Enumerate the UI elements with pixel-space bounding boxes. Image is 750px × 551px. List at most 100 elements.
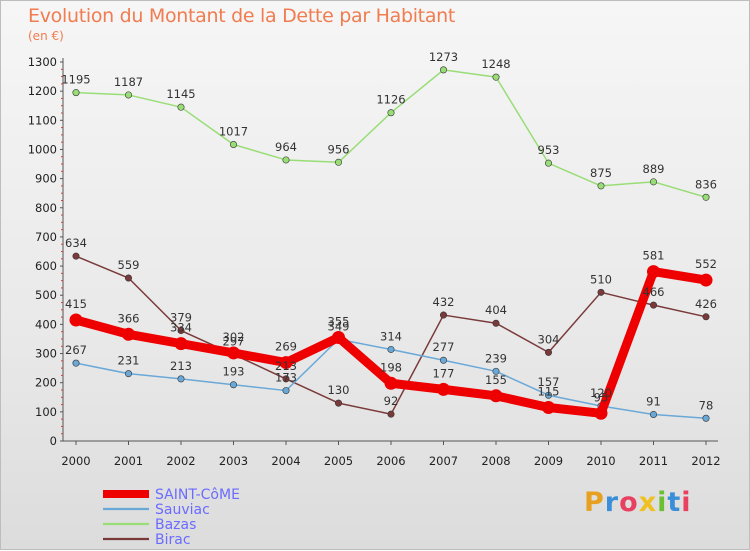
legend-label: Bazas [155,517,196,533]
data-label: 231 [118,354,140,368]
y-tick-label: 1300 [28,55,57,69]
data-point [125,370,133,378]
data-point [227,346,240,360]
data-label: 193 [223,365,245,379]
data-label: 1187 [114,75,143,89]
data-point [384,376,398,390]
data-label: 130 [328,383,350,397]
data-label: 379 [170,311,192,325]
data-point [702,193,710,201]
data-point [387,109,395,117]
data-label: 466 [643,285,665,299]
y-tick-label: 1000 [28,142,57,156]
data-label: 964 [275,140,297,154]
data-point [542,400,555,414]
data-label: 634 [65,236,87,250]
data-point [177,103,185,111]
data-point [230,381,238,389]
y-tick-label: 200 [35,376,57,390]
data-point [387,410,395,418]
data-point [334,399,342,407]
y-tick-label: 900 [35,172,57,186]
data-label: 177 [433,366,455,380]
data-label: 581 [643,249,665,263]
data-point [492,73,500,81]
data-label: 334 [170,321,192,335]
data-point [72,89,80,97]
data-label: 297 [223,334,245,348]
data-point [544,159,552,167]
data-point [332,331,345,345]
logo-letter: r [604,487,620,518]
x-tick-label: 2001 [114,454,143,468]
logo-letter: i [657,487,668,518]
data-label: 92 [384,394,399,408]
x-tick-label: 2007 [429,454,458,468]
data-point [72,252,80,260]
data-point [492,367,500,375]
y-tick-label: 800 [35,201,57,215]
x-tick-label: 2002 [166,454,195,468]
data-point [282,375,290,383]
y-tick-label: 100 [35,405,57,419]
data-point [597,288,605,296]
legend-label: Birac [155,532,191,548]
data-point [439,356,447,364]
data-point [699,273,713,287]
data-label: 404 [485,303,507,317]
legend-label: SAINT-CôME [155,487,240,503]
data-point [649,410,657,418]
y-tick-label: 1200 [28,84,57,98]
x-tick-label: 2006 [376,454,405,468]
logo-letter: t [667,487,682,518]
x-tick-label: 2011 [639,454,668,468]
data-label: 155 [485,373,507,387]
data-label: 889 [643,162,665,176]
x-tick-label: 2003 [219,454,248,468]
x-tick-label: 2009 [534,454,563,468]
data-label: 875 [590,166,612,180]
data-point [177,375,185,383]
data-point [597,182,605,190]
x-tick-label: 2005 [324,454,353,468]
data-label: 213 [275,359,297,373]
data-point [439,66,447,74]
data-label: 173 [275,371,297,385]
data-point [492,319,500,327]
data-point [489,389,503,403]
data-label: 956 [328,142,350,156]
data-point [649,178,657,186]
data-label: 510 [590,272,612,286]
data-point [702,414,710,422]
data-point [544,348,552,356]
data-label: 1017 [219,125,248,139]
data-label: 115 [538,384,560,398]
data-label: 1195 [61,73,90,87]
data-point [230,141,238,149]
data-label: 953 [538,143,560,157]
data-label: 355 [328,315,350,329]
data-point [177,327,185,335]
data-label: 213 [170,359,192,373]
data-label: 91 [646,394,661,408]
data-label: 426 [695,297,717,311]
data-point [439,311,447,319]
data-label: 269 [275,340,297,354]
data-label: 267 [65,343,87,357]
data-label: 552 [695,257,717,271]
data-point [72,359,80,367]
data-label: 120 [590,386,612,400]
data-label: 95 [594,390,609,404]
data-point [125,91,133,99]
data-label: 1273 [429,50,458,64]
y-tick-label: 1100 [28,113,57,127]
data-point [282,156,290,164]
data-point [122,327,135,341]
data-point [437,382,450,396]
data-label: 559 [118,258,140,272]
logo-letter: o [619,487,639,518]
data-label: 157 [538,375,560,389]
data-point [544,391,552,399]
unit-label: (en €) [28,29,64,43]
